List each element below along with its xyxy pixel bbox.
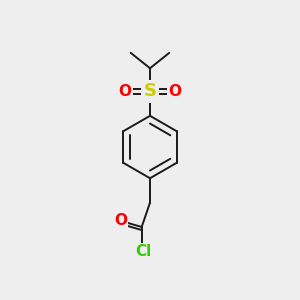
Text: Cl: Cl	[135, 244, 151, 259]
Text: O: O	[118, 84, 131, 99]
Text: O: O	[169, 84, 182, 99]
Text: O: O	[114, 213, 127, 228]
Text: S: S	[143, 82, 157, 100]
